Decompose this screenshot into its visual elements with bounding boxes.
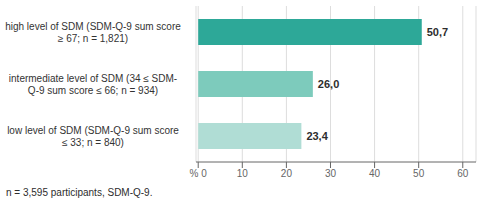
svg-text:50,7: 50,7 bbox=[427, 26, 448, 38]
svg-text:high level of SDM (SDM-Q-9 sum: high level of SDM (SDM-Q-9 sum score≥ 67… bbox=[8, 21, 181, 44]
svg-text:23,4: 23,4 bbox=[306, 130, 328, 142]
svg-text:50: 50 bbox=[413, 168, 425, 179]
svg-text:10: 10 bbox=[237, 168, 249, 179]
svg-text:low level of SDM (SDM-Q-9 sum: low level of SDM (SDM-Q-9 sum score≤ 33;… bbox=[8, 125, 179, 148]
svg-text:intermediate level of SDM (34: intermediate level of SDM (34 ≤ SDM-Q-9 … bbox=[9, 73, 177, 96]
svg-text:26,0: 26,0 bbox=[318, 78, 339, 90]
svg-text:30: 30 bbox=[325, 168, 337, 179]
svg-text:% 0: % 0 bbox=[190, 168, 208, 179]
html-text:n = 3,595 participants, SDM-Q-: n = 3,595 participants, SDM-Q-9. bbox=[6, 187, 153, 198]
svg-text:40: 40 bbox=[369, 168, 381, 179]
svg-text:20: 20 bbox=[281, 168, 293, 179]
svg-text:60: 60 bbox=[457, 168, 469, 179]
